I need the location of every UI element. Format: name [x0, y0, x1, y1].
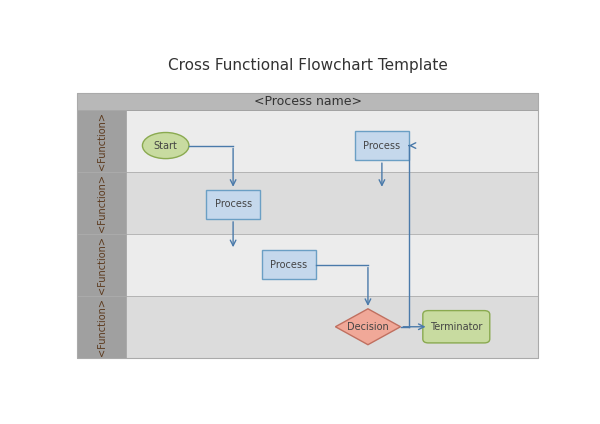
Text: Cross Functional Flowchart Template: Cross Functional Flowchart Template [167, 58, 448, 73]
Bar [77, 234, 126, 296]
Polygon shape [335, 309, 401, 345]
Bar [77, 93, 538, 358]
Bar [77, 296, 126, 358]
Text: Process: Process [215, 199, 251, 209]
Text: Process: Process [271, 260, 307, 270]
Bar [126, 172, 538, 234]
Text: <Process name>: <Process name> [254, 95, 361, 108]
Bar [355, 131, 409, 160]
Bar [77, 110, 126, 172]
Text: Decision: Decision [347, 322, 389, 332]
Bar [126, 234, 538, 296]
Text: <Function>: <Function> [97, 112, 107, 170]
Text: <Function>: <Function> [97, 298, 107, 356]
Text: Start: Start [154, 141, 178, 151]
FancyBboxPatch shape [423, 311, 490, 343]
Text: <Function>: <Function> [97, 236, 107, 294]
Bar [77, 93, 538, 110]
Text: Terminator: Terminator [430, 322, 482, 332]
Bar [206, 190, 260, 219]
Bar [77, 172, 126, 234]
Text: Process: Process [364, 141, 400, 151]
Bar [262, 250, 316, 279]
Bar [126, 296, 538, 358]
Ellipse shape [142, 132, 189, 159]
Bar [126, 110, 538, 172]
Text: <Function>: <Function> [97, 174, 107, 232]
